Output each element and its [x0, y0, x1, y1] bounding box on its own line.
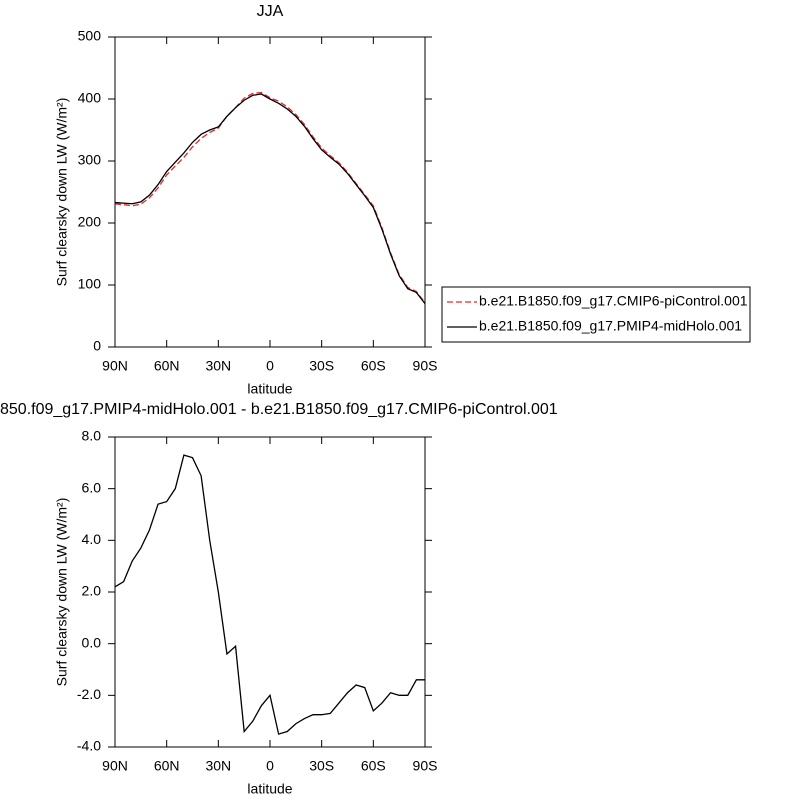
y-tick-label: 300 — [78, 152, 102, 168]
y-tick-label: 200 — [78, 214, 102, 230]
plot-frame — [114, 36, 426, 348]
x-tick-label: 30N — [205, 758, 231, 774]
y-tick-label: 100 — [78, 276, 102, 292]
y-tick-label: 0.0 — [82, 634, 102, 650]
data-line — [114, 454, 425, 735]
x-tick-label: 60N — [154, 358, 180, 374]
y-tick-label: 4.0 — [82, 531, 102, 547]
y-tick-label: 400 — [78, 90, 102, 106]
x-tick-label: 30S — [309, 758, 334, 774]
chart-title: JJA — [257, 3, 284, 20]
x-tick-label: 0 — [266, 758, 274, 774]
x-tick-label: 90S — [413, 758, 438, 774]
legend-label: b.e21.B1850.f09_g17.CMIP6-piControl.001 — [479, 293, 748, 309]
y-tick-label: 8.0 — [82, 428, 102, 444]
x-axis-label: latitude — [247, 381, 292, 397]
y-tick-label: 6.0 — [82, 479, 102, 495]
y-axis-label: Surf clearsky down LW (W/m²) — [54, 98, 70, 287]
legend-box — [441, 286, 751, 343]
data-line — [114, 93, 426, 304]
y-tick-label: -2.0 — [77, 686, 101, 702]
data-line — [114, 91, 426, 304]
x-tick-label: 30S — [309, 358, 334, 374]
y-axis-label: Surf clearsky down LW (W/m²) — [54, 498, 70, 687]
y-tick-label: 0 — [93, 338, 101, 354]
x-tick-label: 90S — [413, 358, 438, 374]
legend-label: b.e21.B1850.f09_g17.PMIP4-midHolo.001 — [479, 318, 742, 334]
x-axis-label: latitude — [247, 781, 292, 797]
y-tick-label: -4.0 — [77, 738, 101, 754]
x-tick-label: 60S — [361, 758, 386, 774]
x-tick-label: 60S — [361, 358, 386, 374]
x-tick-label: 0 — [266, 358, 274, 374]
x-tick-label: 30N — [205, 358, 231, 374]
plot-frame — [114, 436, 426, 748]
y-tick-label: 2.0 — [82, 583, 102, 599]
chart-title: 850.f09_g17.PMIP4-midHolo.001 - b.e21.B1… — [0, 401, 558, 418]
y-tick-label: 500 — [78, 28, 102, 44]
x-tick-label: 90N — [102, 358, 128, 374]
x-tick-label: 90N — [102, 758, 128, 774]
x-tick-label: 60N — [154, 758, 180, 774]
